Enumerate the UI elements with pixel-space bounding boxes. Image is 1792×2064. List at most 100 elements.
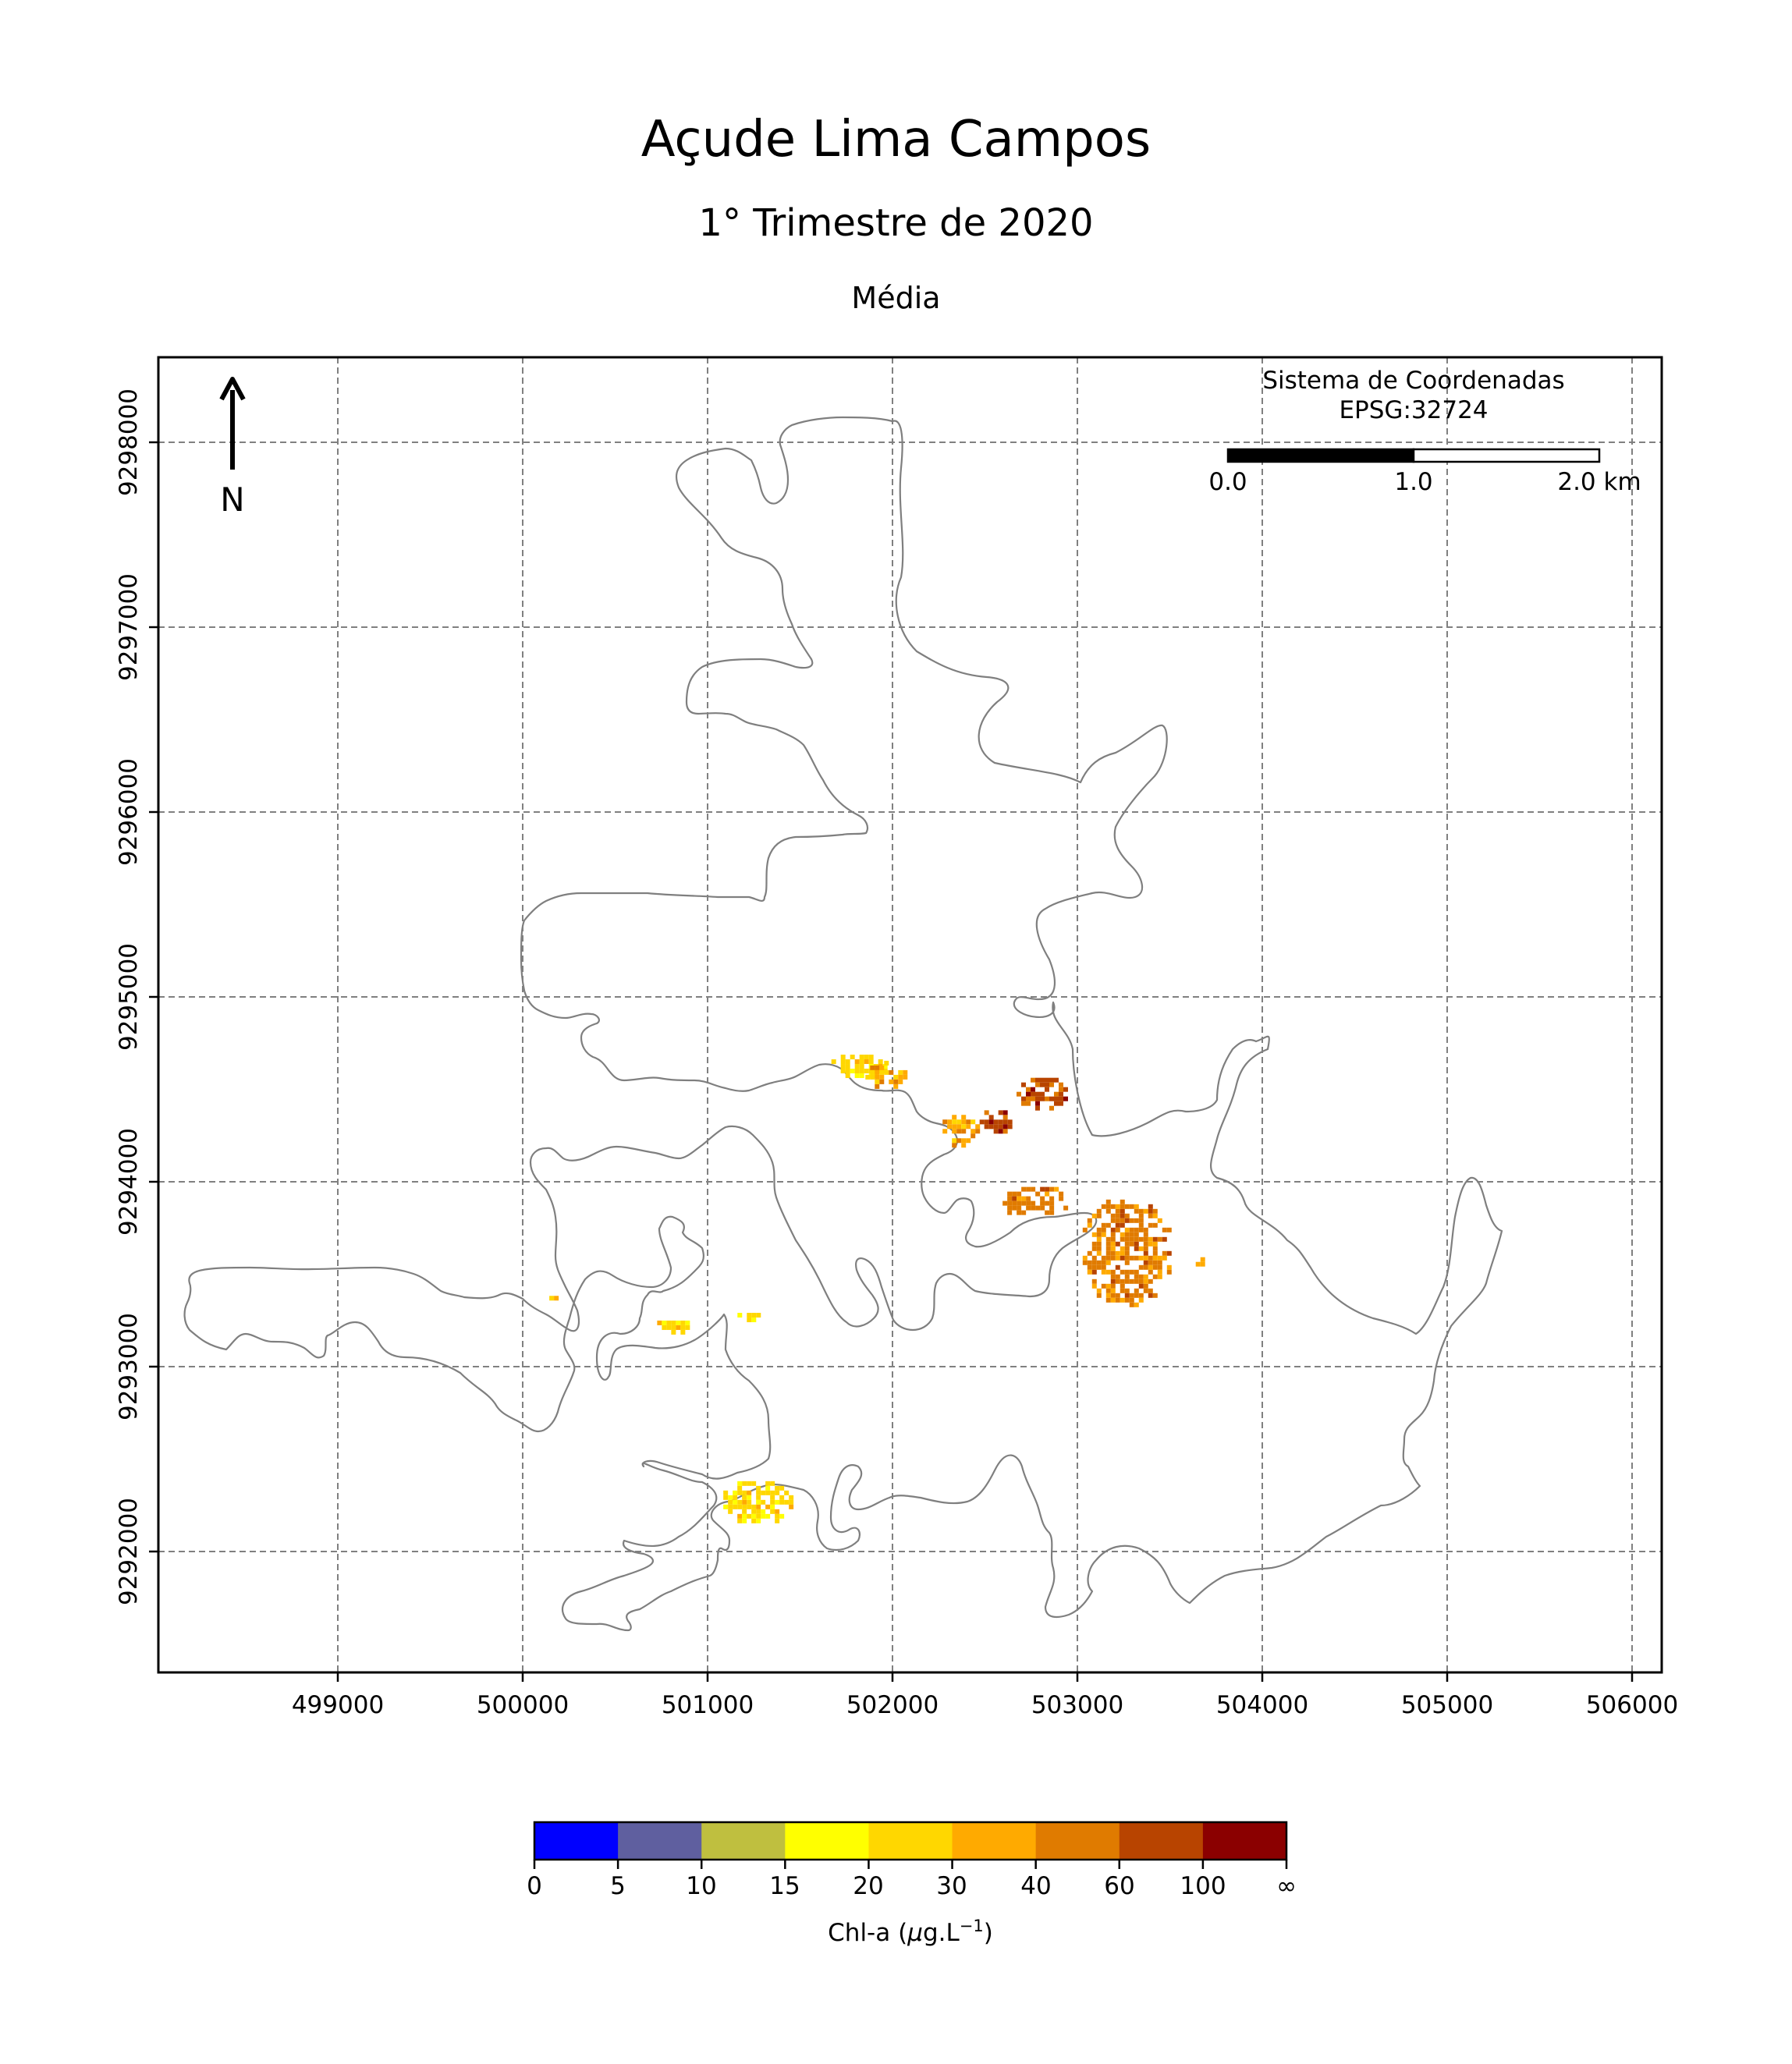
chl-a-pixel (1096, 1288, 1102, 1293)
chl-a-pixel (1143, 1241, 1148, 1247)
chl-a-pixel (1007, 1210, 1013, 1215)
chl-a-pixel (1105, 1255, 1111, 1261)
chl-a-pixel (956, 1124, 962, 1130)
chl-a-pixel (1002, 1119, 1008, 1125)
chl-a-pixel (1166, 1227, 1172, 1232)
chl-a-pixel (1087, 1264, 1092, 1270)
chl-a-pixel (1115, 1278, 1120, 1284)
chl-a-pixel (889, 1069, 894, 1075)
chl-a-pixel (775, 1485, 780, 1491)
chl-a-pixel (1143, 1227, 1148, 1232)
chl-a-pixel (1017, 1210, 1022, 1215)
chl-a-pixel (1016, 1091, 1021, 1097)
chl-a-pixel (1096, 1264, 1102, 1270)
chl-a-pixel (1115, 1264, 1120, 1270)
chl-a-pixel (1152, 1213, 1158, 1218)
colorbar-tick-label: 15 (769, 1872, 800, 1900)
chl-a-pixel (775, 1513, 780, 1519)
chl-a-pixel (893, 1074, 899, 1080)
chl-a-pixel (947, 1124, 953, 1130)
chl-a-pixel (733, 1490, 738, 1495)
chl-a-pixel (1115, 1297, 1120, 1303)
chl-a-pixel (1110, 1232, 1116, 1237)
chl-a-pixel (961, 1129, 967, 1134)
chl-a-pixel (1110, 1218, 1116, 1223)
chl-a-pixel (1035, 1205, 1041, 1211)
chl-a-pixel (878, 1059, 883, 1065)
chl-a-pixel (1124, 1297, 1130, 1303)
chl-a-pixel (775, 1509, 780, 1514)
chl-a-pixel (1026, 1200, 1031, 1206)
chl-a-pixel (1138, 1264, 1144, 1270)
chl-a-pixel (1017, 1196, 1022, 1201)
chl-a-pixel (879, 1069, 885, 1075)
colorbar-swatch (868, 1822, 953, 1860)
chl-a-pixel (751, 1504, 757, 1509)
chl-a-pixel (747, 1504, 752, 1509)
chl-a-pixel (1157, 1264, 1162, 1270)
chl-a-pixel (1105, 1236, 1111, 1242)
chl-a-pixel (952, 1138, 957, 1144)
chl-a-pixel (1031, 1205, 1036, 1211)
chl-a-pixel (1157, 1236, 1162, 1242)
chl-a-pixel (1166, 1269, 1172, 1275)
chl-a-pixel (1148, 1204, 1153, 1209)
map-title: Açude Lima Campos (641, 111, 1151, 168)
chl-a-pixel (1115, 1204, 1120, 1209)
chl-a-pixel (1148, 1222, 1153, 1228)
x-tick-label: 505000 (1401, 1691, 1493, 1719)
chl-a-pixel (751, 1481, 757, 1486)
chl-a-pixel (1096, 1241, 1102, 1247)
chl-a-pixel (779, 1485, 785, 1491)
chl-a-pixel (1002, 1200, 1008, 1206)
chl-a-pixel (737, 1499, 743, 1505)
chl-a-pixel (1105, 1222, 1111, 1228)
chl-a-pixel (1034, 1101, 1040, 1106)
chl-a-pixel (1101, 1222, 1106, 1228)
chl-a-pixel (875, 1074, 880, 1080)
chl-a-pixel (1053, 1091, 1059, 1097)
x-axis-labels: 499000 500000 501000 502000 503000 50400… (292, 1691, 1678, 1719)
chl-a-pixel (870, 1065, 875, 1070)
chl-a-pixel (742, 1499, 747, 1505)
chl-a-pixel (859, 1073, 864, 1079)
chl-a-pixel (751, 1509, 757, 1514)
chl-a-pixel (956, 1129, 962, 1134)
chl-a-pixel (961, 1143, 967, 1148)
chl-a-pixel (1021, 1200, 1027, 1206)
chl-a-pixel (1129, 1255, 1134, 1261)
chl-a-pixel (1120, 1236, 1125, 1242)
chl-a-pixel (1134, 1236, 1139, 1242)
chl-a-pixel (1091, 1213, 1097, 1218)
chl-a-pixel (1124, 1278, 1130, 1284)
chl-a-pixel (756, 1518, 761, 1523)
chl-a-pixel (751, 1313, 757, 1318)
chl-a-pixel (1087, 1260, 1092, 1265)
chl-a-pixel (1007, 1119, 1013, 1125)
chl-a-pixel (747, 1313, 752, 1318)
chl-a-pixel (942, 1129, 948, 1134)
x-tick-label: 501000 (662, 1691, 754, 1719)
chl-a-pixel (1143, 1288, 1148, 1293)
chl-a-pixel (728, 1509, 733, 1514)
chl-a-pixel (845, 1059, 850, 1065)
chl-a-pixel (1091, 1232, 1097, 1237)
chl-a-pixel (1129, 1241, 1134, 1247)
chl-a-pixel (1110, 1213, 1116, 1218)
chl-a-pixel (952, 1143, 957, 1148)
chl-a-pixel (671, 1329, 676, 1335)
chl-a-pixel (784, 1490, 790, 1495)
chl-a-pixel (1148, 1293, 1153, 1298)
chl-a-pixel (728, 1499, 733, 1505)
chl-a-pixel (1124, 1269, 1130, 1275)
colorbar-swatch (1119, 1822, 1204, 1860)
chl-a-pixel (1017, 1191, 1022, 1197)
chl-a-pixel (854, 1069, 860, 1074)
chl-a-pixel (1110, 1255, 1116, 1261)
chl-a-pixel (1143, 1250, 1148, 1256)
chl-a-pixel (1200, 1261, 1205, 1267)
chl-a-pixel (1082, 1227, 1088, 1232)
chl-a-pixel (747, 1513, 752, 1519)
chl-a-pixel (737, 1513, 743, 1519)
chl-a-pixel (1157, 1269, 1162, 1275)
